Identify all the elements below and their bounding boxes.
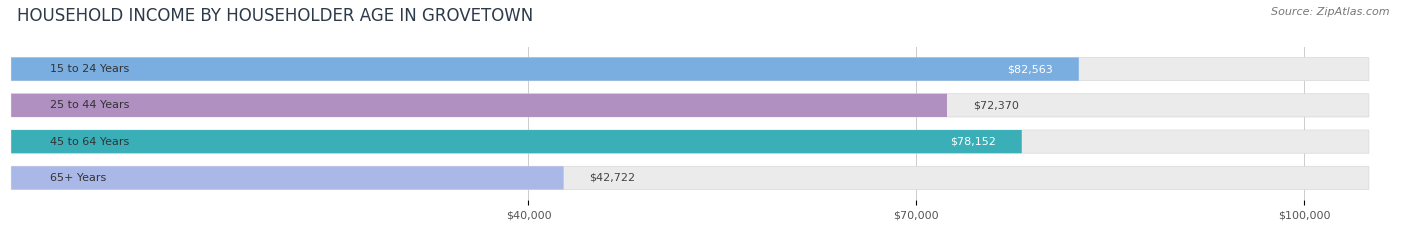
FancyBboxPatch shape (11, 94, 1369, 117)
FancyBboxPatch shape (11, 58, 1369, 81)
Text: $72,370: $72,370 (973, 100, 1019, 110)
Text: Source: ZipAtlas.com: Source: ZipAtlas.com (1271, 7, 1389, 17)
Text: 15 to 24 Years: 15 to 24 Years (51, 64, 129, 74)
FancyBboxPatch shape (11, 58, 1078, 81)
Text: $42,722: $42,722 (589, 173, 636, 183)
Text: 25 to 44 Years: 25 to 44 Years (51, 100, 129, 110)
FancyBboxPatch shape (11, 94, 948, 117)
Text: 65+ Years: 65+ Years (51, 173, 107, 183)
FancyBboxPatch shape (11, 166, 1369, 189)
FancyBboxPatch shape (11, 130, 1369, 153)
Text: 45 to 64 Years: 45 to 64 Years (51, 137, 129, 147)
Text: $78,152: $78,152 (950, 137, 995, 147)
Text: HOUSEHOLD INCOME BY HOUSEHOLDER AGE IN GROVETOWN: HOUSEHOLD INCOME BY HOUSEHOLDER AGE IN G… (17, 7, 533, 25)
FancyBboxPatch shape (11, 166, 564, 189)
Text: $82,563: $82,563 (1007, 64, 1053, 74)
FancyBboxPatch shape (11, 130, 1022, 153)
